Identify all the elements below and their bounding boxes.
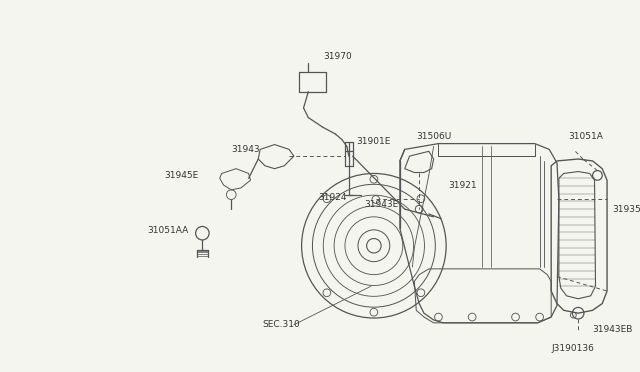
- Text: 31943EB: 31943EB: [593, 325, 633, 334]
- Text: 31935: 31935: [612, 205, 640, 214]
- Text: 31970: 31970: [323, 52, 351, 61]
- Text: SEC.310: SEC.310: [262, 320, 300, 329]
- Text: 31943: 31943: [231, 145, 260, 154]
- Text: 31051AA: 31051AA: [147, 226, 189, 235]
- Text: 31901E: 31901E: [356, 137, 391, 146]
- Text: 31506U: 31506U: [416, 132, 452, 141]
- Text: 31924: 31924: [318, 193, 346, 202]
- Text: 31921: 31921: [448, 180, 477, 190]
- Text: 31943E: 31943E: [364, 200, 399, 209]
- Text: 31945E: 31945E: [164, 171, 198, 180]
- Text: J3190136: J3190136: [551, 344, 594, 353]
- Text: 31051A: 31051A: [568, 132, 604, 141]
